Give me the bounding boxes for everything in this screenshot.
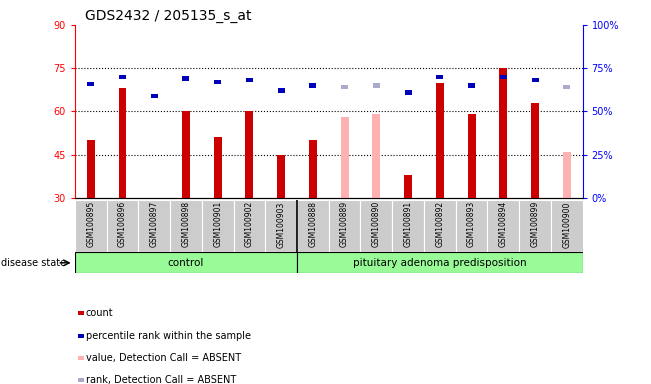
Text: GSM100899: GSM100899 <box>531 201 540 247</box>
FancyBboxPatch shape <box>75 200 107 252</box>
FancyBboxPatch shape <box>519 200 551 252</box>
Bar <box>372 114 380 198</box>
Bar <box>87 81 94 86</box>
Bar <box>118 88 126 198</box>
Text: GSM100900: GSM100900 <box>562 201 572 248</box>
Bar <box>436 83 444 198</box>
Text: GSM100902: GSM100902 <box>245 201 254 247</box>
FancyBboxPatch shape <box>234 200 266 252</box>
Text: percentile rank within the sample: percentile rank within the sample <box>86 331 251 341</box>
Text: disease state: disease state <box>1 258 66 268</box>
Bar <box>373 83 380 88</box>
FancyBboxPatch shape <box>202 200 234 252</box>
FancyBboxPatch shape <box>297 252 583 273</box>
Bar <box>182 111 190 198</box>
Bar <box>87 140 94 198</box>
Bar <box>436 74 443 79</box>
Text: count: count <box>86 308 113 318</box>
Bar <box>499 68 507 198</box>
Bar <box>405 90 411 94</box>
Bar <box>119 74 126 79</box>
Text: pituitary adenoma predisposition: pituitary adenoma predisposition <box>353 258 527 268</box>
Text: GSM100895: GSM100895 <box>86 201 95 247</box>
Text: GSM100897: GSM100897 <box>150 201 159 247</box>
Text: GSM100903: GSM100903 <box>277 201 286 248</box>
Text: GSM100888: GSM100888 <box>309 201 318 247</box>
Text: value, Detection Call = ABSENT: value, Detection Call = ABSENT <box>86 353 241 363</box>
Bar <box>278 88 284 93</box>
Bar <box>532 78 538 83</box>
Bar <box>467 114 475 198</box>
Text: GSM100891: GSM100891 <box>404 201 413 247</box>
Text: GSM100896: GSM100896 <box>118 201 127 247</box>
FancyBboxPatch shape <box>392 200 424 252</box>
FancyBboxPatch shape <box>456 200 488 252</box>
Text: GSM100893: GSM100893 <box>467 201 476 247</box>
Text: GSM100901: GSM100901 <box>213 201 222 247</box>
FancyBboxPatch shape <box>170 200 202 252</box>
FancyBboxPatch shape <box>75 252 297 273</box>
FancyBboxPatch shape <box>329 200 361 252</box>
Bar <box>182 76 189 81</box>
FancyBboxPatch shape <box>139 200 170 252</box>
Bar <box>245 111 253 198</box>
Text: GSM100890: GSM100890 <box>372 201 381 247</box>
FancyBboxPatch shape <box>424 200 456 252</box>
FancyBboxPatch shape <box>488 200 519 252</box>
FancyBboxPatch shape <box>107 200 139 252</box>
Bar <box>341 85 348 89</box>
Bar <box>500 74 506 79</box>
Bar <box>340 117 348 198</box>
Bar <box>404 175 412 198</box>
FancyBboxPatch shape <box>361 200 392 252</box>
Text: control: control <box>168 258 204 268</box>
Bar <box>309 140 317 198</box>
Bar <box>214 137 221 198</box>
Bar <box>531 103 539 198</box>
Bar <box>468 83 475 88</box>
Bar <box>151 94 158 98</box>
Bar <box>246 78 253 83</box>
FancyBboxPatch shape <box>266 200 297 252</box>
FancyBboxPatch shape <box>297 200 329 252</box>
Bar <box>277 155 285 198</box>
Text: rank, Detection Call = ABSENT: rank, Detection Call = ABSENT <box>86 375 236 384</box>
FancyBboxPatch shape <box>551 200 583 252</box>
Bar <box>214 80 221 84</box>
Bar <box>563 152 571 198</box>
Text: GSM100894: GSM100894 <box>499 201 508 247</box>
Text: GDS2432 / 205135_s_at: GDS2432 / 205135_s_at <box>85 8 251 23</box>
Bar <box>563 85 570 89</box>
Text: GSM100889: GSM100889 <box>340 201 349 247</box>
Text: GSM100898: GSM100898 <box>182 201 191 247</box>
Text: GSM100892: GSM100892 <box>436 201 445 247</box>
Bar <box>309 83 316 88</box>
